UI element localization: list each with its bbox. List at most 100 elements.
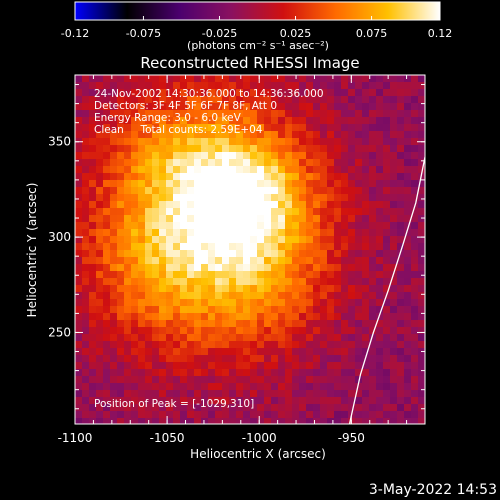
- heatmap-cell: [348, 208, 356, 216]
- heatmap-cell: [173, 138, 181, 146]
- heatmap-cell: [110, 124, 118, 132]
- heatmap-cell: [75, 306, 83, 314]
- heatmap-cell: [187, 117, 195, 125]
- heatmap-cell: [159, 264, 167, 272]
- heatmap-cell: [278, 173, 286, 181]
- heatmap-cell: [131, 390, 139, 398]
- heatmap-cell: [124, 89, 132, 97]
- heatmap-cell: [201, 215, 209, 223]
- heatmap-cell: [215, 390, 223, 398]
- heatmap-cell: [306, 404, 314, 412]
- heatmap-cell: [229, 362, 237, 370]
- heatmap-cell: [390, 257, 398, 265]
- heatmap-cell: [152, 82, 160, 90]
- heatmap-cell: [411, 418, 419, 424]
- heatmap-cell: [369, 271, 377, 279]
- heatmap-cell: [194, 166, 202, 174]
- heatmap-cell: [117, 411, 125, 419]
- heatmap-cell: [152, 152, 160, 160]
- heatmap-cell: [369, 96, 377, 104]
- heatmap-cell: [96, 236, 104, 244]
- heatmap-cell: [334, 166, 342, 174]
- heatmap-cell: [243, 348, 251, 356]
- heatmap-cell: [334, 383, 342, 391]
- heatmap-cell: [103, 278, 111, 286]
- heatmap-cell: [264, 418, 272, 424]
- heatmap-cell: [285, 243, 293, 251]
- heatmap-cell: [229, 208, 237, 216]
- heatmap-cell: [75, 320, 83, 328]
- heatmap-cell: [89, 208, 97, 216]
- heatmap-cell: [383, 341, 391, 349]
- heatmap-cell: [285, 236, 293, 244]
- heatmap-cell: [369, 145, 377, 153]
- heatmap-cell: [292, 89, 300, 97]
- heatmap-cell: [131, 411, 139, 419]
- heatmap-cell: [418, 187, 425, 195]
- heatmap-cell: [208, 306, 216, 314]
- heatmap-cell: [229, 390, 237, 398]
- heatmap-cell: [82, 152, 90, 160]
- heatmap-cell: [152, 278, 160, 286]
- heatmap-cell: [362, 96, 370, 104]
- annotation-energy-range: Energy Range: 3.0 - 6.0 keV: [94, 112, 242, 124]
- heatmap-cell: [397, 383, 405, 391]
- heatmap-cell: [418, 96, 425, 104]
- heatmap-cell: [362, 124, 370, 132]
- heatmap-cell: [75, 327, 83, 335]
- heatmap-cell: [390, 327, 398, 335]
- heatmap-cell: [250, 271, 258, 279]
- heatmap-cell: [320, 250, 328, 258]
- heatmap-cell: [362, 236, 370, 244]
- heatmap-cell: [355, 264, 363, 272]
- heatmap-cell: [397, 159, 405, 167]
- heatmap-cell: [299, 103, 307, 111]
- heatmap-cell: [75, 89, 83, 97]
- heatmap-cell: [383, 222, 391, 230]
- heatmap-cell: [187, 229, 195, 237]
- heatmap-cell: [327, 355, 335, 363]
- heatmap-cell: [208, 411, 216, 419]
- heatmap-cell: [173, 236, 181, 244]
- heatmap-cell: [194, 138, 202, 146]
- heatmap-cell: [173, 215, 181, 223]
- heatmap-cell: [131, 257, 139, 265]
- heatmap-cell: [75, 397, 83, 405]
- heatmap-cell: [362, 131, 370, 139]
- heatmap-cell: [299, 124, 307, 132]
- heatmap-cell: [334, 103, 342, 111]
- heatmap-cell: [397, 390, 405, 398]
- heatmap-cell: [208, 327, 216, 335]
- heatmap-cell: [313, 145, 321, 153]
- heatmap-cell: [397, 243, 405, 251]
- heatmap-cell: [348, 285, 356, 293]
- heatmap-cell: [397, 173, 405, 181]
- heatmap-cell: [327, 418, 335, 424]
- heatmap-cell: [313, 236, 321, 244]
- heatmap-cell: [243, 152, 251, 160]
- heatmap-cell: [264, 138, 272, 146]
- heatmap-cell: [145, 236, 153, 244]
- heatmap-cell: [411, 110, 419, 118]
- heatmap-cell: [278, 257, 286, 265]
- heatmap-cell: [306, 117, 314, 125]
- heatmap-cell: [257, 103, 265, 111]
- heatmap-cell: [320, 362, 328, 370]
- heatmap-cell: [145, 173, 153, 181]
- heatmap-cell: [264, 89, 272, 97]
- heatmap-cell: [117, 320, 125, 328]
- heatmap-cell: [110, 201, 118, 209]
- heatmap-cell: [257, 131, 265, 139]
- heatmap-cell: [320, 341, 328, 349]
- heatmap-cell: [180, 292, 188, 300]
- heatmap-cell: [124, 110, 132, 118]
- heatmap-cell: [257, 411, 265, 419]
- heatmap-cell: [166, 159, 174, 167]
- heatmap-cell: [75, 96, 83, 104]
- heatmap-cell: [89, 369, 97, 377]
- heatmap-cell: [145, 117, 153, 125]
- heatmap-cell: [411, 145, 419, 153]
- heatmap-cell: [404, 341, 412, 349]
- heatmap-cell: [145, 362, 153, 370]
- heatmap-cell: [355, 152, 363, 160]
